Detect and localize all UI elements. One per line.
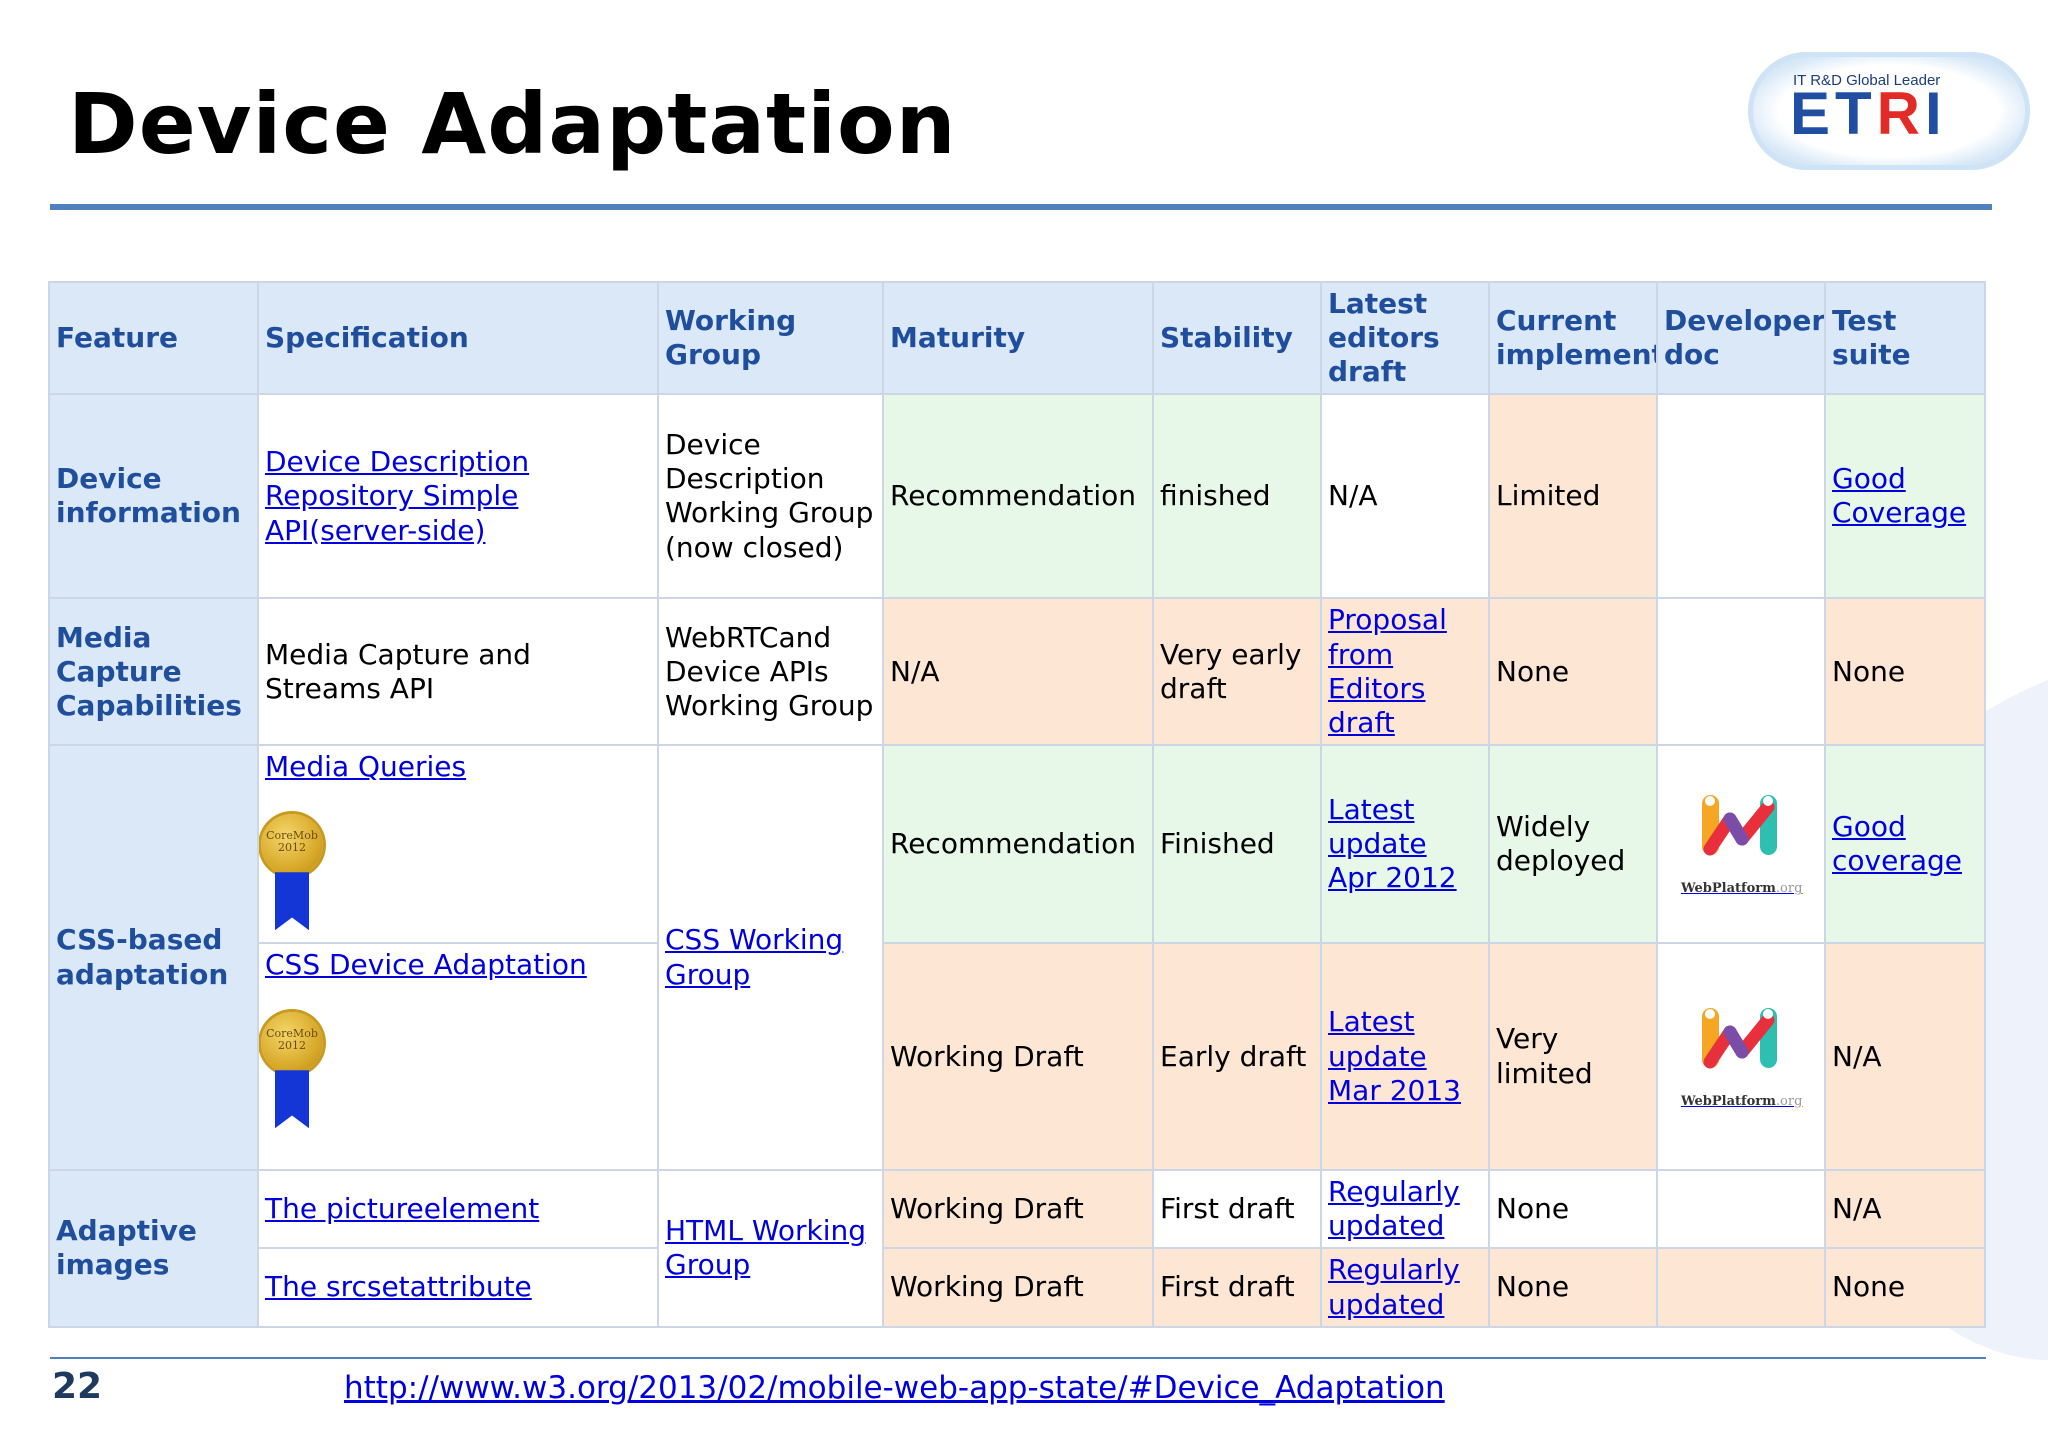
coremob-badge: CoreMob 2012 [260,1012,327,1130]
table-row-media-capture: Media Capture Capabilities Media Capture… [48,597,1986,747]
developers-doc-cell [1656,597,1826,747]
feature-cell: Adaptive images [48,1169,259,1328]
logo-tagline: IT R&D Global Leader [1793,72,1941,89]
editors-draft-cell: Latest update Apr 2012 [1320,744,1490,945]
maturity-cell: Working Draft [882,942,1154,1172]
page-number: 22 [52,1366,103,1407]
maturity-cell: Working Draft [882,1247,1154,1328]
implementations-cell: None [1488,1247,1658,1328]
ribbon-icon [275,1070,309,1129]
stability-cell: Early draft [1152,942,1322,1172]
editors-draft-link[interactable]: Latest update Mar 2013 [1328,1005,1461,1107]
header-developers-doc: Developers doc [1656,280,1826,396]
webplatform-logo-icon [1702,795,1777,856]
header-maturity: Maturity [882,280,1154,396]
editors-draft-cell: Regularly updated [1320,1169,1490,1250]
maturity-cell: Working Draft [882,1169,1154,1250]
editors-draft-cell: Regularly updated [1320,1247,1490,1328]
spec-link[interactable]: Media Queries [265,750,467,784]
spec-link[interactable]: The pictureelement [265,1192,540,1226]
editors-draft-cell: Latest update Mar 2013 [1320,942,1490,1172]
editors-draft-link[interactable]: Proposal from Editors draft [1328,603,1447,739]
header-test-suite: Test suite [1824,280,1986,396]
editors-draft-link[interactable]: Regularly updated [1328,1175,1460,1243]
developers-doc-cell [1656,1247,1826,1328]
working-group-cell: HTML Working Group [657,1169,884,1328]
editors-draft-cell: N/A [1320,393,1490,600]
spec-link[interactable]: Device Description Repository Simple API… [265,445,530,547]
stability-cell: Finished [1152,744,1322,945]
feature-cell: Device information [48,393,259,600]
maturity-cell: N/A [882,597,1154,747]
device-adaptation-table: Feature Specification Working Group Matu… [48,280,1986,1328]
header-feature: Feature [48,280,259,396]
test-suite-cell: Good coverage [1824,744,1986,945]
medal-icon: CoreMob 2012 [261,1012,323,1075]
feature-cell: Media Capture Capabilities [48,597,259,747]
header-latest-editors-draft: Latest editors draft [1320,280,1490,396]
source-url-link[interactable]: http://www.w3.org/2013/02/mobile-web-app… [344,1370,1445,1406]
slide-title: Device Adaptation [68,75,957,173]
test-suite-cell: Good Coverage [1824,393,1986,600]
table-row-media-queries: CSS-based adaptation Media Queries CoreM… [48,744,1986,1172]
test-suite-link[interactable]: Good Coverage [1832,462,1967,530]
editors-draft-link[interactable]: Regularly updated [1328,1253,1460,1321]
maturity-cell: Recommendation [882,744,1154,945]
spec-link[interactable]: CSS Device Adaptation [265,948,587,982]
stability-cell: Very early draft [1152,597,1322,747]
webplatform-logo-icon [1702,1007,1777,1069]
footer-divider [50,1357,1986,1359]
etri-logo: IT R&D Global Leader ETRI [1748,52,2030,170]
working-group-link[interactable]: CSS Working Group [665,923,844,991]
working-group-link[interactable]: HTML Working Group [665,1214,867,1282]
table-row-device-information: Device information Device Description Re… [48,393,1986,600]
header-current-implementations: Current implementations [1488,280,1658,396]
developers-doc-cell [1656,393,1826,600]
working-group-cell: Device Description Working Group (now cl… [657,393,884,600]
spec-cell: CSS Device Adaptation CoreMob 2012 [257,942,659,1172]
logo-wordmark: ETRI [1790,80,1947,147]
stability-cell: finished [1152,393,1322,600]
maturity-cell: Recommendation [882,393,1154,600]
table-row-picture-element: Adaptive images The pictureelement HTML … [48,1169,1986,1328]
implementations-cell: None [1488,597,1658,747]
working-group-cell: CSS Working Group [657,744,884,1172]
test-suite-cell: N/A [1824,942,1986,1172]
table-row-srcset: The srcsetattribute Working Draft First … [49,1247,1986,1328]
stability-cell: First draft [1152,1169,1322,1250]
working-group-cell: WebRTCand Device APIs Working Group [657,597,884,747]
developers-doc-cell: WebPlatform.org [1656,744,1826,945]
implementations-cell: Limited [1488,393,1658,600]
table-row-css-device-adaptation: CSS Device Adaptation CoreMob 2012 Worki… [49,942,1986,1172]
webplatform-link[interactable]: WebPlatform.org [1681,791,1802,897]
implementations-cell: Widely deployed [1488,744,1658,945]
test-suite-cell: N/A [1824,1169,1986,1250]
spec-cell: Device Description Repository Simple API… [257,393,659,600]
test-suite-cell: None [1824,1247,1986,1328]
coremob-badge: CoreMob 2012 [260,814,327,932]
implementations-cell: None [1488,1169,1658,1250]
stability-cell: First draft [1152,1247,1322,1328]
table-header-row: Feature Specification Working Group Matu… [48,280,1986,396]
test-suite-link[interactable]: Good coverage [1832,809,1962,878]
feature-cell: CSS-based adaptation [48,744,259,1172]
spec-cell: The srcsetattribute [257,1247,659,1328]
spec-cell: The pictureelement [257,1169,659,1250]
title-divider [50,204,1992,210]
test-suite-cell: None [1824,597,1986,747]
header-specification: Specification [257,280,659,396]
developers-doc-cell [1656,1169,1826,1250]
spec-cell: Media Capture and Streams API [257,597,659,747]
webplatform-link[interactable]: WebPlatform.org [1681,1004,1802,1110]
editors-draft-cell: Proposal from Editors draft [1320,597,1490,747]
header-stability: Stability [1152,280,1322,396]
header-working-group: Working Group [657,280,884,396]
medal-icon: CoreMob 2012 [261,814,323,877]
spec-cell: Media Queries CoreMob 2012 [257,744,659,945]
spec-link[interactable]: The srcsetattribute [265,1270,532,1304]
developers-doc-cell: WebPlatform.org [1656,942,1826,1172]
implementations-cell: Very limited [1488,942,1658,1172]
ribbon-icon [275,872,309,931]
editors-draft-link[interactable]: Latest update Apr 2012 [1328,792,1457,895]
